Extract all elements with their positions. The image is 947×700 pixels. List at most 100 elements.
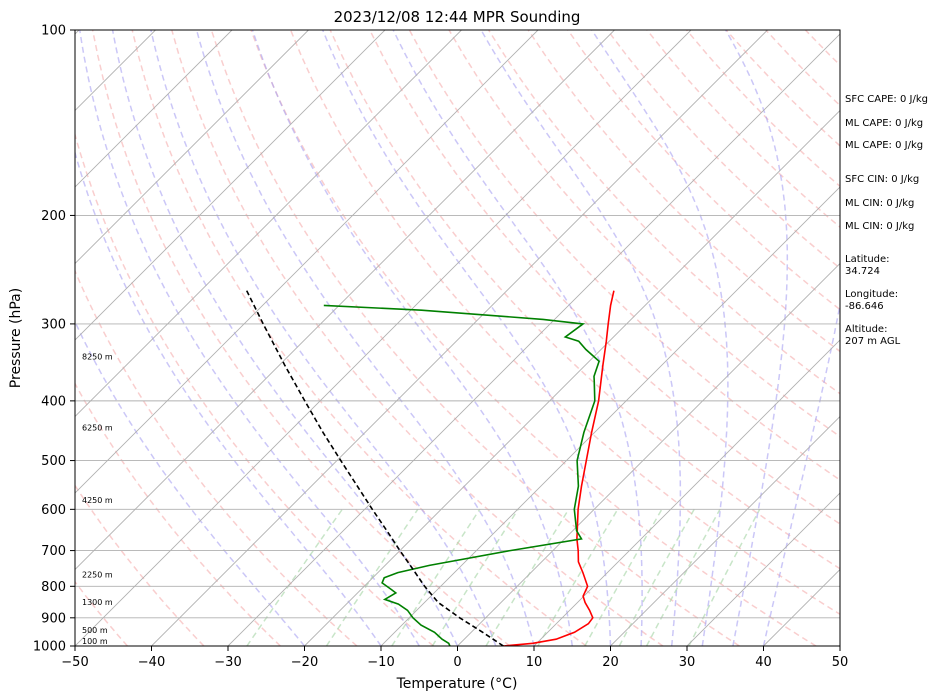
x-tick-label: 40 xyxy=(755,655,772,670)
isotherm-line xyxy=(686,492,840,646)
dry-adiabat-line xyxy=(171,30,664,646)
ml-cin-text: ML CIN: 0 J/kg xyxy=(845,198,914,209)
dry-adiabat-line xyxy=(75,131,434,646)
moist-adiabat-line xyxy=(75,150,382,646)
dry-adiabat-line xyxy=(250,30,817,646)
dry-adiabat-line xyxy=(91,30,511,646)
height-label: 6250 m xyxy=(82,423,113,432)
moist-adiabat-line xyxy=(392,30,643,646)
height-label: 2250 m xyxy=(82,571,113,580)
sfc-cape-text: SFC CAPE: 0 J/kg xyxy=(845,94,928,105)
x-axis-ticks: −50 −40 −30 −20 −10 0 10 20 30 40 50 xyxy=(61,646,848,670)
isotherm-line xyxy=(75,30,309,265)
x-axis-label: Temperature (°C) xyxy=(396,676,518,692)
background-lines xyxy=(75,30,840,646)
height-label: 100 m xyxy=(82,637,108,646)
altitude-label: Altitude: xyxy=(845,324,887,335)
latitude-value: 34.724 xyxy=(845,266,880,277)
y-tick-label: 900 xyxy=(41,611,66,626)
dry-adiabat-line xyxy=(329,30,840,570)
chart-title: 2023/12/08 12:44 MPR Sounding xyxy=(334,8,581,26)
isotherm-line xyxy=(75,30,233,188)
height-labels: 100 m 500 m 1300 m 2250 m 4250 m 6250 m 8250 m xyxy=(82,352,113,646)
moist-adiabat-line xyxy=(591,30,729,646)
latitude-label: Latitude: xyxy=(845,254,890,265)
moist-adiabat-line xyxy=(322,30,612,646)
y-tick-label: 400 xyxy=(41,394,66,409)
y-tick-label: 500 xyxy=(41,454,66,469)
dry-adiabat-line xyxy=(487,30,840,395)
x-tick-label: −10 xyxy=(367,655,394,670)
mixing-ratio-line xyxy=(485,508,570,646)
altitude-value: 207 m AGL xyxy=(845,336,901,347)
sfc-cin-text: SFC CIN: 0 J/kg xyxy=(845,174,919,185)
mixing-ratio-line xyxy=(537,508,619,646)
ml-cape-text: ML CAPE: 0 J/kg xyxy=(845,118,923,129)
isotherm-line xyxy=(0,30,3,646)
x-tick-label: 30 xyxy=(679,655,696,670)
dry-adiabat-line xyxy=(75,269,358,646)
dry-adiabat-line xyxy=(131,30,587,646)
y-tick-label: 200 xyxy=(41,209,66,224)
y-tick-label: 1000 xyxy=(33,640,66,655)
y-axis-ticks: 1000 900 800 700 600 500 400 300 200 100 xyxy=(33,24,75,655)
isotherm-line xyxy=(457,262,840,646)
moist-adiabat-line xyxy=(251,30,574,646)
grid-lines xyxy=(0,30,840,646)
y-tick-label: 600 xyxy=(41,503,66,518)
isotherm-line xyxy=(380,186,840,646)
dry-adiabat-line xyxy=(75,484,205,646)
moist-adiabat-line xyxy=(762,301,840,646)
height-label: 4250 m xyxy=(82,496,113,505)
isotherm-line xyxy=(227,33,840,646)
isotherm-line xyxy=(75,30,386,341)
dry-adiabat-line xyxy=(527,30,840,353)
y-tick-label: 300 xyxy=(41,317,66,332)
sounding-profiles xyxy=(245,290,615,646)
isotherm-line xyxy=(75,30,462,418)
moist-adiabat-line xyxy=(195,30,535,646)
moist-adiabat-line xyxy=(111,30,459,646)
isotherm-line xyxy=(304,109,840,646)
dry-adiabat-line xyxy=(567,30,840,311)
ml-cin-text-2: ML CIN: 0 J/kg xyxy=(845,221,914,232)
mixing-ratio-line xyxy=(431,508,519,646)
isotherm-line xyxy=(151,30,768,646)
dewpoint-line xyxy=(323,304,601,646)
x-tick-label: 50 xyxy=(832,655,849,670)
y-tick-label: 700 xyxy=(41,544,66,559)
dry-adiabat-line xyxy=(448,30,840,438)
moist-adiabat-line xyxy=(725,30,789,646)
isotherm-line xyxy=(610,415,840,646)
isotherm-line xyxy=(75,30,539,494)
mixing-ratio-line xyxy=(688,508,761,646)
y-tick-label: 800 xyxy=(41,580,66,595)
side-panel: SFC CAPE: 0 J/kg ML CAPE: 0 J/kg ML CAPE… xyxy=(845,94,928,347)
plot-frame xyxy=(74,29,841,647)
height-label: 500 m xyxy=(82,626,108,635)
longitude-label: Longitude: xyxy=(845,289,898,300)
x-tick-label: −20 xyxy=(291,655,318,670)
y-tick-label: 100 xyxy=(41,24,66,39)
dry-adiabat-line xyxy=(289,30,840,616)
x-tick-label: −30 xyxy=(214,655,241,670)
y-axis-label: Pressure (hPa) xyxy=(8,288,24,388)
height-label: 1300 m xyxy=(82,598,113,607)
moist-adiabat-line xyxy=(150,30,497,646)
isotherm-line xyxy=(75,30,692,646)
isotherm-line xyxy=(533,339,840,646)
mixing-ratio-line xyxy=(645,508,721,646)
ml-cape-text-2: ML CAPE: 0 J/kg xyxy=(845,140,923,151)
isotherm-line xyxy=(75,30,615,571)
dry-adiabat-line xyxy=(408,30,840,481)
x-tick-label: 20 xyxy=(602,655,619,670)
moist-adiabat-line xyxy=(480,30,682,646)
mixing-ratio-line xyxy=(584,508,663,646)
x-tick-label: 10 xyxy=(526,655,543,670)
dry-adiabat-line xyxy=(75,382,281,646)
height-label: 8250 m xyxy=(82,352,113,361)
x-tick-label: −50 xyxy=(61,655,88,670)
parcel-path-line xyxy=(245,290,504,646)
moist-adiabat-line xyxy=(78,30,420,646)
